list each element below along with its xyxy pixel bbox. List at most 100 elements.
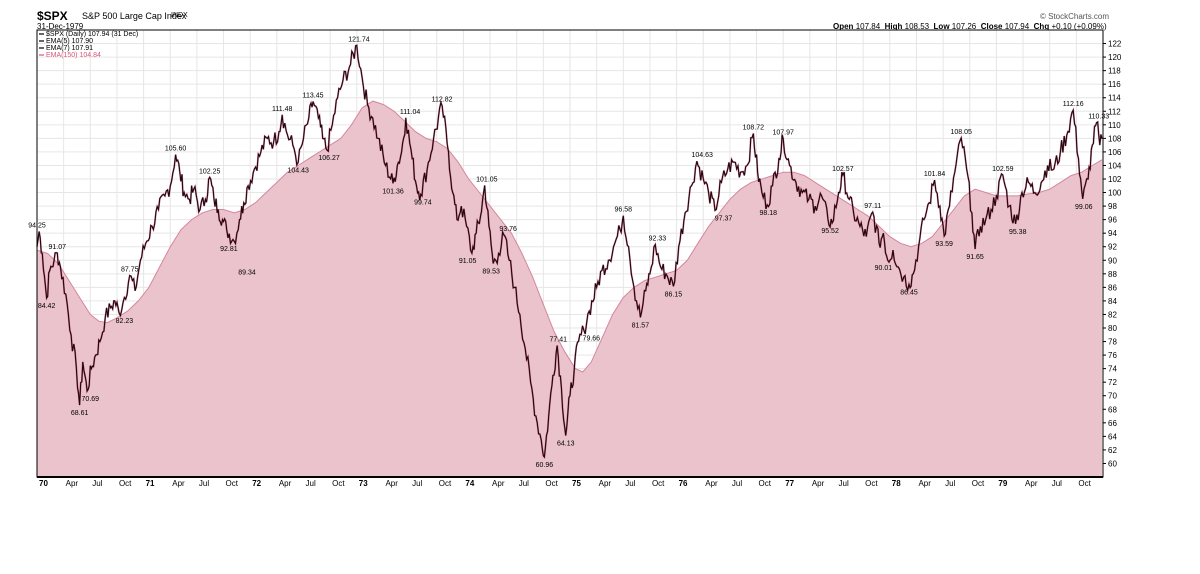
low-label: Low [933, 22, 950, 31]
price-annotation: 106.27 [318, 155, 340, 162]
y-tick-label: 110 [1108, 121, 1121, 130]
price-annotation: 82.23 [116, 318, 134, 325]
legend-entry: EMA(7) 107.91 [46, 45, 93, 52]
x-tick-label: Jul [412, 479, 422, 488]
x-tick-label: Jul [306, 479, 316, 488]
x-tick-label: Jul [732, 479, 742, 488]
legend: $SPX (Daily) 107.94 (31 Dec)EMA(5) 107.9… [39, 31, 138, 59]
price-annotation: 87.75 [121, 267, 139, 274]
price-annotation: 99.06 [1075, 204, 1093, 211]
low-value: 107.26 [951, 22, 977, 31]
legend-entry: $SPX (Daily) 107.94 (31 Dec) [46, 31, 138, 38]
x-tick-label: 72 [252, 479, 261, 488]
x-tick-label: Oct [865, 479, 878, 488]
legend-entry: EMA(5) 107.90 [46, 38, 93, 45]
symbol-label: $SPX [37, 9, 68, 23]
brand-logo[interactable]: © StockCharts.com [1040, 12, 1110, 21]
y-tick-label: 64 [1108, 432, 1117, 441]
y-tick-label: 114 [1108, 94, 1121, 103]
x-tick-label: Jul [92, 479, 102, 488]
x-tick-label: Apr [812, 479, 825, 488]
y-tick-label: 74 [1108, 365, 1117, 374]
y-tick-label: 106 [1108, 148, 1122, 157]
price-annotation: 91.07 [48, 244, 66, 251]
price-annotation: 104.43 [287, 168, 309, 175]
close-value: 107.94 [1004, 22, 1030, 31]
price-annotation: 68.61 [71, 410, 89, 417]
x-tick-label: Apr [492, 479, 505, 488]
x-tick-label: Apr [66, 479, 79, 488]
price-annotation: 104.63 [691, 152, 713, 159]
x-tick-label: Jul [839, 479, 849, 488]
x-tick-label: Oct [119, 479, 132, 488]
chg-label: Chg [1033, 22, 1050, 31]
y-tick-label: 100 [1108, 189, 1122, 198]
y-tick-label: 108 [1108, 134, 1122, 143]
open-value: 107.84 [855, 22, 881, 31]
x-tick-label: Oct [545, 479, 558, 488]
x-tick-label: Oct [332, 479, 345, 488]
y-tick-label: 70 [1108, 392, 1117, 401]
ema150-fill [37, 101, 1102, 477]
price-annotation: 97.11 [864, 203, 881, 210]
price-annotation: 113.45 [303, 92, 324, 99]
x-tick-label: 75 [572, 479, 581, 488]
price-annotation: 64.13 [557, 440, 575, 447]
y-tick-label: 78 [1108, 338, 1117, 347]
x-tick-label: Apr [172, 479, 185, 488]
price-annotation: 91.05 [459, 258, 477, 265]
x-tick-label: Jul [625, 479, 635, 488]
x-tick-label: Jul [1052, 479, 1062, 488]
price-annotation: 110.33 [1088, 114, 1109, 121]
chg-value: +0.10 (+0.09%) [1051, 22, 1107, 31]
price-annotation: 96.58 [615, 207, 633, 214]
price-annotation: 81.57 [632, 322, 650, 329]
price-annotation: 92.81 [220, 246, 238, 253]
y-tick-label: 76 [1108, 351, 1117, 360]
price-annotation: 99.74 [414, 199, 432, 206]
price-annotation: 91.65 [966, 254, 984, 261]
y-tick-label: 102 [1108, 175, 1122, 184]
y-tick-label: 84 [1108, 297, 1117, 306]
y-tick-label: 80 [1108, 324, 1117, 333]
exchange-label: INDX [171, 12, 188, 19]
y-tick-label: 112 [1108, 107, 1121, 116]
y-tick-label: 72 [1108, 378, 1117, 387]
price-annotation: 112.16 [1063, 101, 1084, 108]
price-annotation: 95.52 [821, 228, 839, 235]
y-tick-label: 66 [1108, 419, 1117, 428]
price-annotation: 108.72 [743, 124, 765, 131]
x-tick-label: 74 [465, 479, 474, 488]
x-tick-label: 71 [146, 479, 155, 488]
y-tick-label: 86 [1108, 283, 1117, 292]
price-annotation: 107.97 [772, 130, 794, 137]
ema150-line [36, 100, 1103, 373]
open-label: Open [833, 22, 854, 31]
x-tick-label: Jul [945, 479, 955, 488]
close-label: Close [980, 22, 1003, 31]
y-tick-label: 116 [1108, 80, 1121, 89]
y-tick-label: 92 [1108, 243, 1117, 252]
price-annotation: 79.66 [583, 335, 601, 342]
price-annotation: 102.59 [992, 166, 1014, 173]
x-tick-label: Oct [439, 479, 452, 488]
price-annotation: 95.38 [1009, 229, 1027, 236]
price-annotation: 101.84 [924, 171, 946, 178]
high-label: High [884, 22, 903, 31]
high-value: 108.53 [904, 22, 930, 31]
price-annotation: 89.34 [238, 270, 256, 277]
x-tick-label: 70 [39, 479, 48, 488]
price-annotation: 86.15 [665, 291, 683, 298]
price-annotation: 89.53 [482, 268, 500, 275]
price-line [36, 44, 1103, 459]
index-name: S&P 500 Large Cap Index [82, 11, 187, 21]
price-annotation: 121.74 [348, 36, 370, 43]
price-annotation: 112.82 [432, 97, 453, 104]
price-annotation: 60.96 [536, 462, 554, 469]
y-tick-label: 82 [1108, 310, 1117, 319]
price-annotation: 102.25 [199, 168, 221, 175]
annotations: 94.2591.0784.4268.6170.6987.7582.23105.6… [28, 36, 1109, 469]
price-annotation: 97.37 [715, 215, 733, 222]
date-label: 31-Dec-1979 [37, 22, 84, 31]
